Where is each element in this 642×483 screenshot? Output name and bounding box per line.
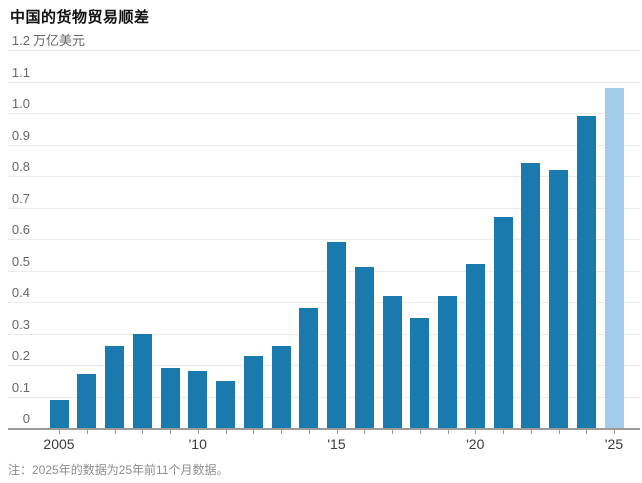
x-axis-tick-2006 — [86, 430, 88, 434]
x-axis-tick-2025 — [614, 430, 615, 434]
y-axis-label-0.7: 0.7 — [11, 190, 30, 206]
gridline-1.2 — [8, 50, 640, 51]
y-axis-label-0.3: 0.3 — [11, 316, 30, 332]
y-axis-label-0.8: 0.8 — [11, 159, 30, 174]
bar-2020 — [465, 264, 485, 428]
y-axis-label-0.6: 0.6 — [11, 222, 30, 237]
footnote: 注：2025年的数据为25年前11个月数据。 — [8, 463, 229, 477]
x-axis-tick-2017 — [392, 430, 393, 434]
bar-2007 — [105, 346, 124, 428]
gridline-0.9 — [8, 144, 640, 146]
x-axis-tick-2024 — [586, 430, 588, 434]
x-axis-tick-2015 — [336, 430, 338, 434]
x-axis-tick-2012 — [253, 430, 255, 434]
x-axis-tick-2018 — [419, 430, 421, 434]
bar-2010 — [188, 371, 208, 428]
y-axis-label-0.1: 0.1 — [11, 379, 30, 395]
chart-title: 中国的货物贸易顺差 — [10, 9, 150, 26]
x-axis-tick-2019 — [447, 430, 449, 434]
y-axis-label-0.9: 0.9 — [11, 127, 30, 143]
y-axis-label-1.1: 1.1 — [11, 64, 30, 80]
x-axis-tick-2007 — [114, 430, 116, 434]
bar-2013 — [271, 346, 291, 428]
bar-2014 — [299, 308, 319, 428]
bar-2019 — [438, 295, 457, 428]
y-axis-label-0.2: 0.2 — [11, 348, 30, 363]
gridline-0.8 — [8, 176, 640, 177]
x-axis-tick-2021 — [503, 430, 504, 434]
x-axis-tick-2008 — [142, 430, 144, 434]
bar-2023 — [549, 169, 568, 428]
bar-2005 — [49, 399, 69, 428]
y-axis-label-1.2: 1.2 — [11, 33, 30, 48]
gridline-0.2 — [8, 365, 640, 366]
x-axis-tick-2020 — [475, 430, 477, 434]
gridline-0.4 — [8, 302, 640, 303]
y-axis-label-0.5: 0.5 — [11, 253, 30, 269]
x-axis-tick-2022 — [530, 430, 532, 434]
bar-2016 — [354, 267, 374, 428]
bar-2009 — [160, 368, 180, 428]
x-axis-tick-2023 — [558, 430, 560, 434]
x-axis-label-2020: '20 — [466, 436, 485, 452]
y-axis-label-1.0: 1.0 — [11, 96, 30, 111]
gridline-0.7 — [8, 207, 640, 209]
bar-2021 — [493, 216, 513, 428]
bar-2022 — [521, 163, 541, 428]
gridline-1.1 — [8, 81, 640, 83]
gridline-0.6 — [8, 239, 640, 240]
gridline-0.5 — [8, 270, 640, 272]
x-axis-line — [8, 428, 640, 430]
x-axis-tick-2009 — [170, 430, 171, 434]
y-axis-label-0: 0 — [22, 411, 30, 426]
y-axis-label-0.4: 0.4 — [11, 285, 30, 300]
bar-2008 — [132, 333, 152, 428]
bar-2011 — [216, 380, 235, 428]
gridline-0.1 — [8, 396, 640, 398]
x-axis-tick-2011 — [225, 430, 227, 434]
bar-2017 — [382, 295, 402, 428]
bar-2024 — [576, 116, 596, 428]
gridline-1.0 — [8, 113, 640, 114]
x-axis-tick-2016 — [364, 430, 366, 434]
bar-2025 — [604, 87, 624, 428]
x-axis-label-2015: '15 — [327, 436, 346, 452]
gridline-0.3 — [8, 333, 640, 335]
x-axis-label-2005: 2005 — [43, 436, 75, 452]
y-axis-unit-label: 万亿美元 — [33, 33, 86, 48]
x-axis-label-2010: '10 — [188, 436, 207, 452]
x-axis-tick-2005 — [59, 430, 60, 434]
x-axis-tick-2014 — [308, 430, 310, 434]
bar-2015 — [327, 242, 346, 428]
bar-2006 — [77, 374, 97, 428]
x-axis-tick-2010 — [197, 430, 199, 434]
x-axis-label-2025: '25 — [604, 436, 624, 452]
x-axis-tick-2013 — [281, 430, 282, 434]
bar-2012 — [243, 355, 263, 428]
bar-2018 — [410, 317, 430, 428]
